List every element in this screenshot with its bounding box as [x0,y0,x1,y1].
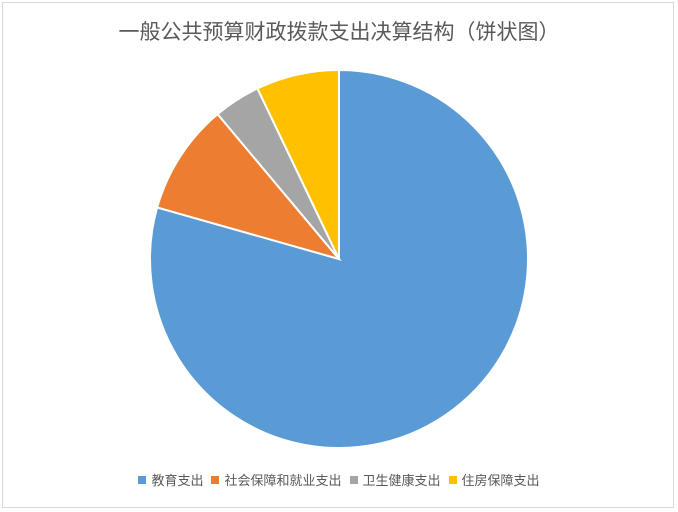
legend-label: 教育支出 [151,474,204,489]
legend-item: 教育支出 [138,470,203,489]
legend: 教育支出 社会保障和就业支出 卫生健康支出 住房保障支出 [0,470,678,489]
chart-frame [2,2,674,508]
legend-item: 卫生健康支出 [349,470,441,489]
legend-label: 卫生健康支出 [362,474,441,489]
legend-label: 住房保障支出 [461,474,540,489]
legend-swatch [211,475,220,484]
legend-swatch [349,475,358,484]
legend-swatch [138,475,147,484]
legend-item: 住房保障支出 [448,470,540,489]
legend-label: 社会保障和就业支出 [224,474,342,489]
pie-slice-1 [155,112,342,261]
chart-title: 一般公共预算财政拨款支出决算结构（饼状图） [118,20,560,44]
legend-swatch [448,475,457,484]
pie-slice-3 [256,68,340,260]
legend-item: 社会保障和就业支出 [211,470,342,489]
